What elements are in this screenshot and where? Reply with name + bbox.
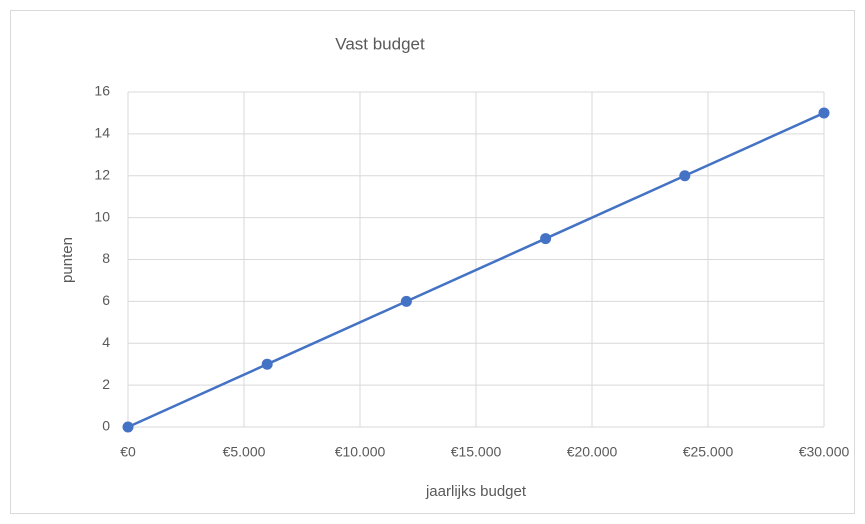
x-tick-label: €30.000 [799,444,850,460]
y-tick-label: 8 [102,250,110,266]
point [400,295,412,307]
y-tick-label: 10 [94,208,110,224]
y-tick-label: 4 [102,334,110,350]
point [261,358,273,370]
x-tick-label: €5.000 [223,444,266,460]
y-tick-label: 2 [102,376,110,392]
line [127,111,825,429]
y-axis-label: punten [59,237,76,283]
y-tick-label: 16 [94,83,110,99]
x-tick-label: €25.000 [683,444,734,460]
point [679,170,691,182]
x-tick-label: €0 [120,444,136,460]
x-tick-label: €20.000 [567,444,618,460]
x-tick-label: €10.000 [335,444,386,460]
chart-title: Vast budget [335,34,425,53]
y-tick-label: 14 [94,125,110,141]
y-tick-label: 0 [102,418,110,434]
x-tick-label: €15.000 [451,444,502,460]
x-axis-label: jaarlijks budget [425,483,527,500]
point [818,107,830,119]
point [122,421,134,433]
y-tick-label: 6 [102,292,110,308]
point [540,233,552,245]
y-tick-label: 12 [94,166,110,182]
chart-frame [10,10,855,514]
